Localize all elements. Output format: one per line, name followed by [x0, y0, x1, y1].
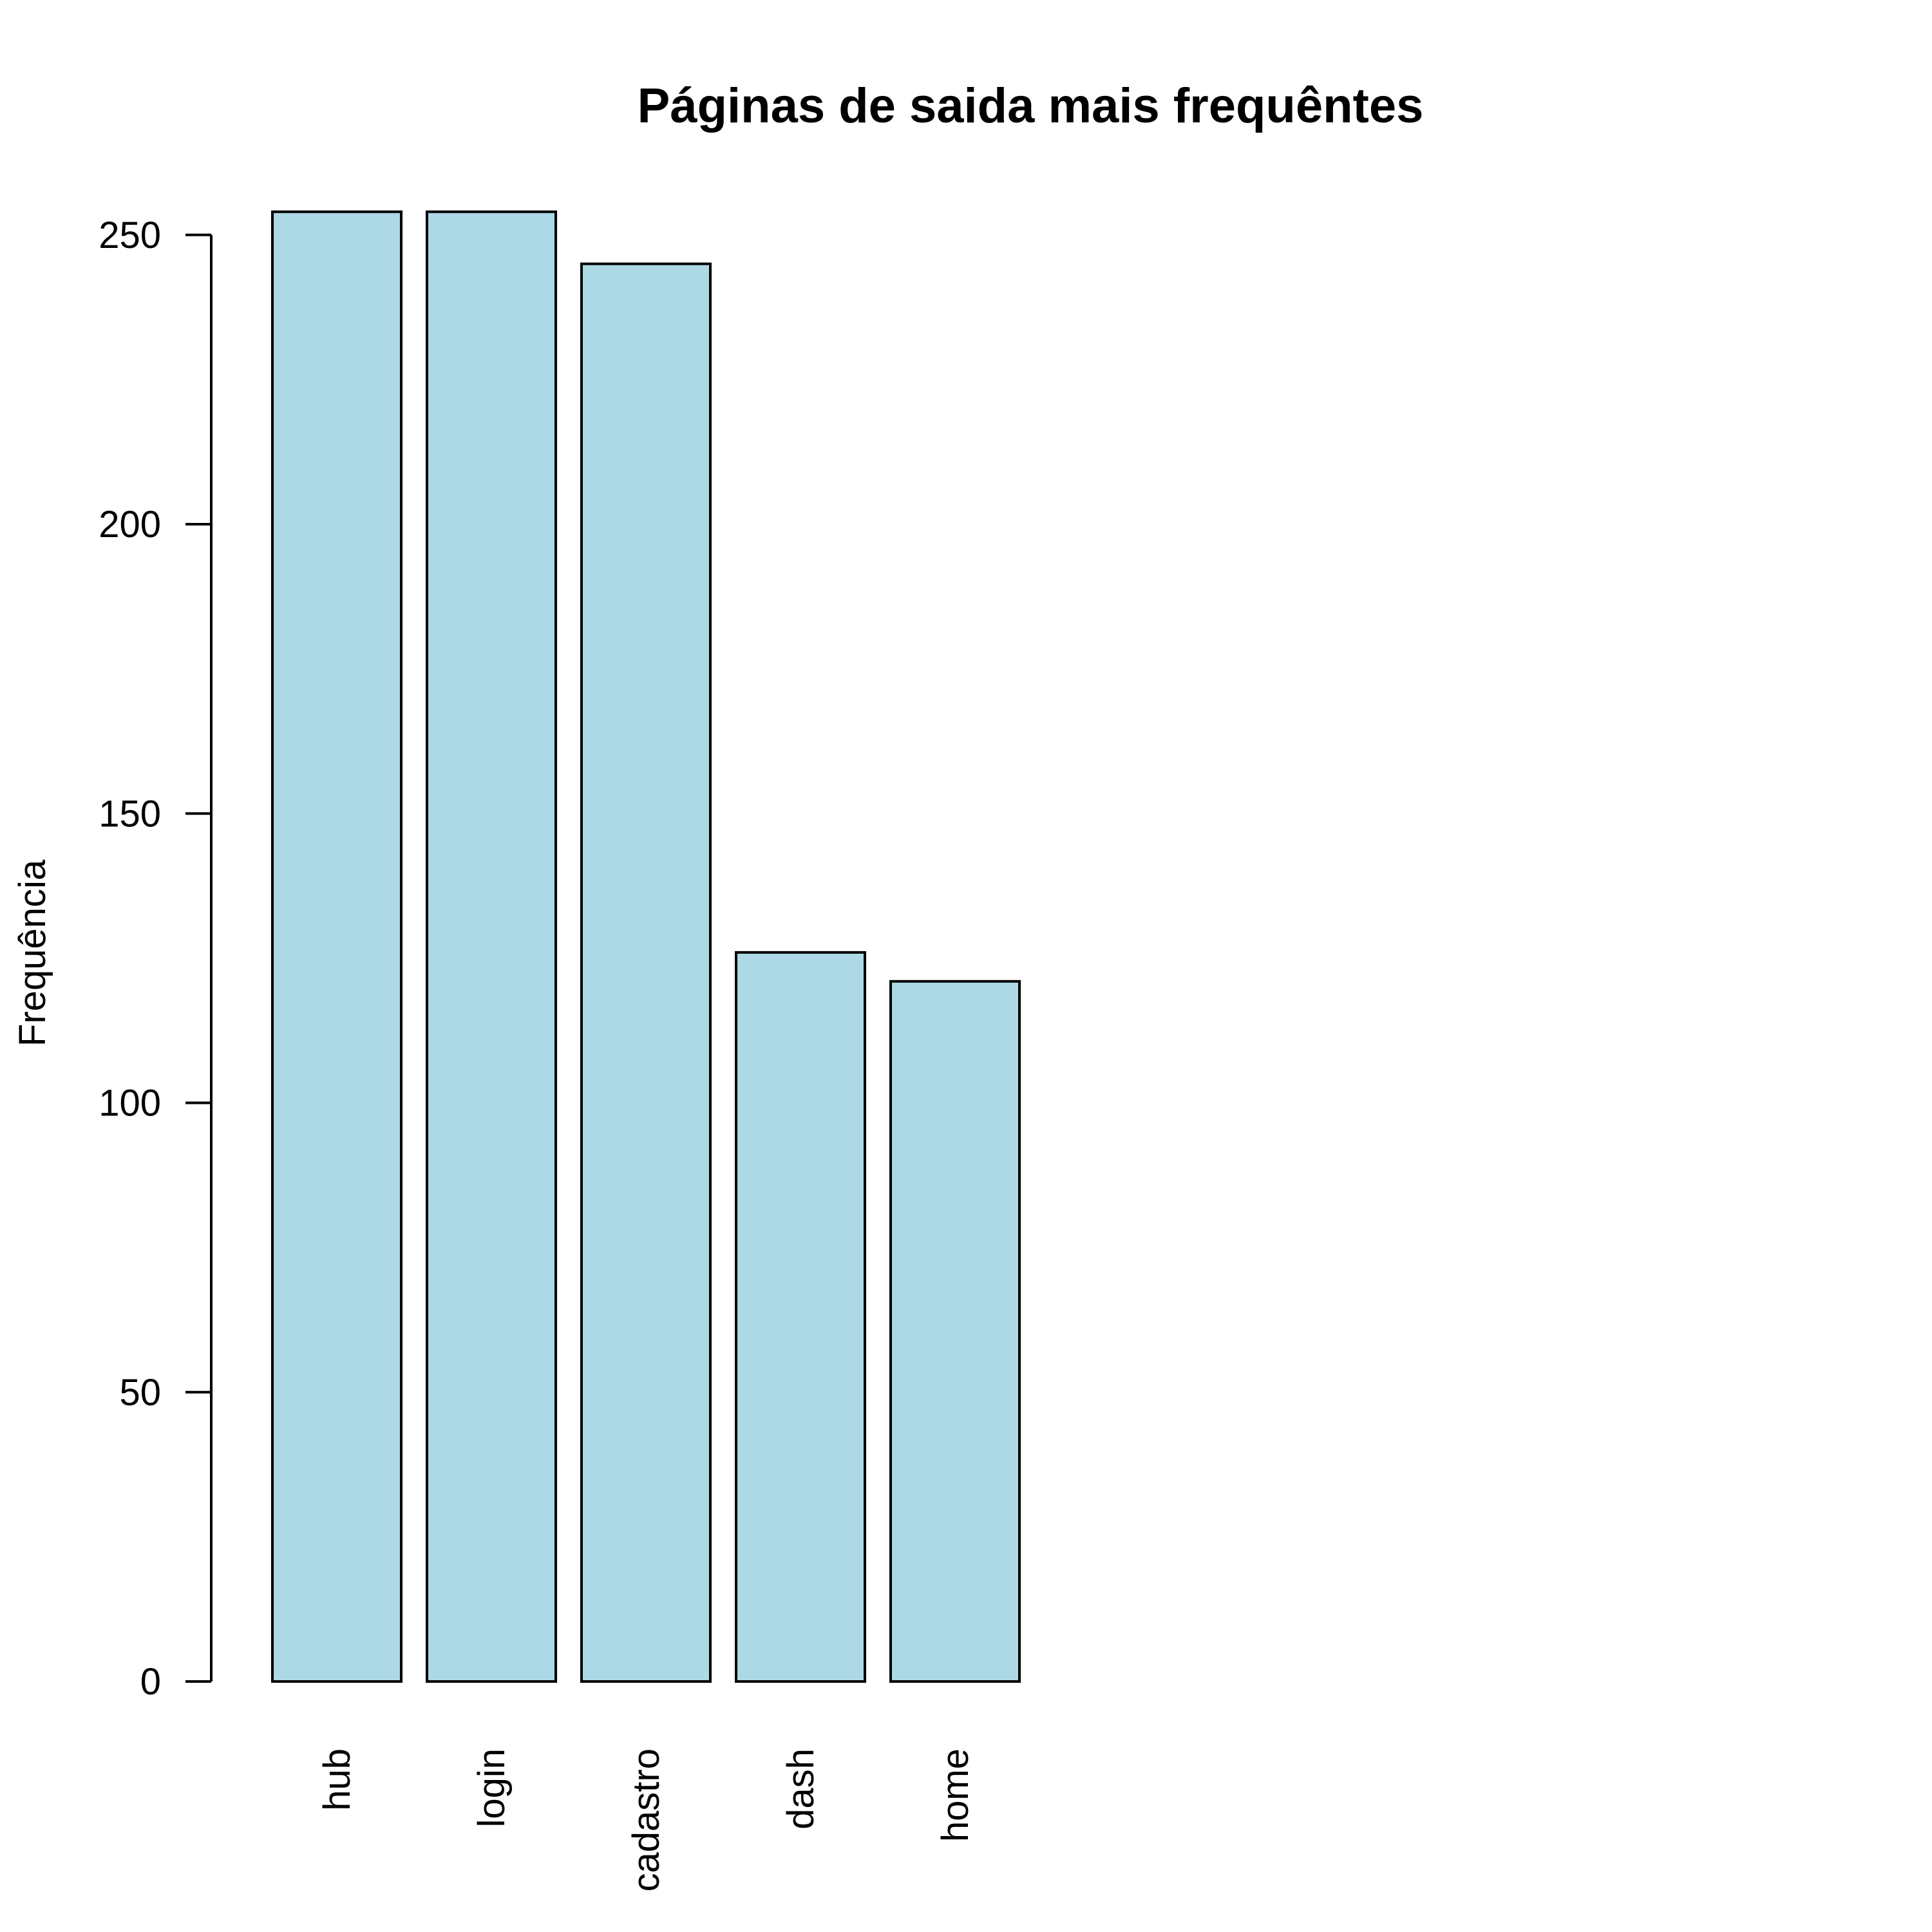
y-tick-label: 100 — [99, 1083, 161, 1124]
y-tick-label: 150 — [99, 793, 161, 835]
y-tick-label: 0 — [140, 1661, 161, 1703]
chart-title: Páginas de saida mais frequêntes — [638, 79, 1424, 133]
y-tick-label: 250 — [99, 214, 161, 256]
bar-home — [889, 980, 1021, 1683]
bar-hub — [271, 210, 402, 1683]
x-category-label: hub — [316, 1748, 358, 1811]
y-axis: 0 50 100 150 200 250 — [99, 214, 213, 1703]
x-category-label: cadastro — [625, 1748, 667, 1891]
y-tick-label: 200 — [99, 504, 161, 545]
x-category-label: login — [471, 1748, 513, 1828]
x-category-label: home — [934, 1748, 976, 1842]
bar-login — [426, 210, 557, 1683]
x-category-label: dash — [780, 1748, 822, 1830]
y-tick-label: 50 — [119, 1372, 161, 1414]
bars-layer — [271, 210, 1021, 1683]
bar-cadastro — [580, 262, 712, 1683]
y-axis-title: Frequência — [12, 859, 53, 1046]
bar-dash — [735, 951, 866, 1683]
category-labels: hub login cadastro dash home — [316, 1748, 976, 1891]
